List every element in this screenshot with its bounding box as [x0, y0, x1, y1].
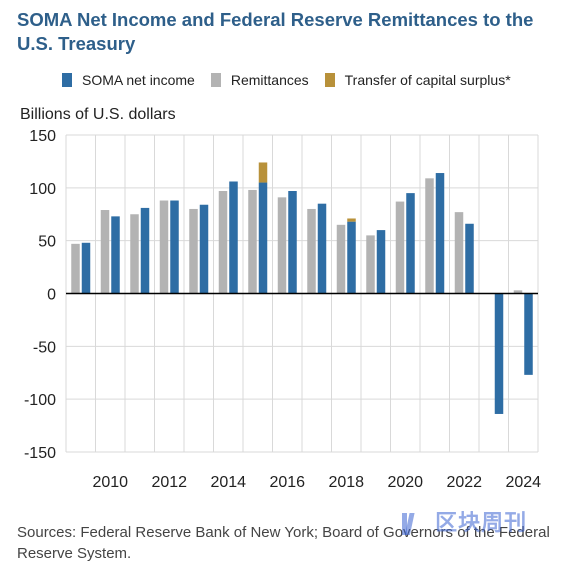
bar-remittances: [218, 191, 228, 294]
bar-remittances: [513, 290, 523, 294]
bar-soma-net-income: [347, 221, 356, 294]
bar-soma-net-income: [199, 204, 209, 294]
bar-soma-net-income: [170, 200, 179, 294]
legend-item-soma: SOMA net income: [62, 72, 195, 88]
bar-remittances: [336, 224, 346, 294]
bar-soma-net-income: [376, 230, 386, 294]
bar-remittances: [277, 197, 287, 294]
bar-soma-net-income: [317, 203, 327, 294]
legend-label-capital-surplus: Transfer of capital surplus*: [344, 72, 511, 88]
bar-soma-net-income: [524, 293, 533, 375]
bar-remittances: [454, 212, 464, 294]
bar-remittances: [307, 208, 316, 294]
legend-swatch-capital-surplus: [324, 73, 335, 87]
bar-capital-surplus: [258, 162, 268, 183]
source-note: Sources: Federal Reserve Bank of New Yor…: [17, 524, 550, 562]
x-tick-label: 2018: [328, 474, 364, 491]
legend-item-capital-surplus: Transfer of capital surplus*: [324, 72, 511, 88]
bar-soma-net-income: [258, 182, 268, 294]
legend-label-remittances: Remittances: [230, 72, 309, 88]
y-tick-label: 50: [38, 234, 56, 251]
y-tick-label: 150: [29, 128, 56, 145]
bar-remittances: [248, 189, 257, 294]
bar-soma-net-income: [229, 181, 238, 294]
bar-remittances: [425, 178, 434, 294]
x-tick-label: 2016: [269, 474, 305, 491]
x-tick-label: 2014: [210, 474, 246, 491]
legend-swatch-soma: [62, 73, 72, 87]
y-tick-label: -100: [24, 392, 56, 409]
y-tick-label: -150: [24, 445, 56, 462]
watermark-logo-icon: [402, 513, 415, 536]
legend-swatch-remittances: [210, 73, 221, 87]
x-tick-label: 2012: [151, 474, 187, 491]
y-tick-label: 0: [47, 287, 56, 304]
bar-soma-net-income: [140, 207, 150, 294]
bar-remittances: [130, 214, 139, 294]
bar-remittances: [159, 200, 169, 294]
watermark: 区块周刊: [400, 505, 527, 537]
bar-remittances: [366, 235, 375, 294]
bar-soma-net-income: [81, 242, 91, 294]
y-tick-label: -50: [33, 339, 56, 356]
bar-remittances: [189, 208, 198, 294]
x-tick-label: 2022: [446, 474, 482, 491]
x-tick-label: 2010: [92, 474, 128, 491]
legend-item-remittances: Remittances: [210, 72, 309, 88]
watermark-text: 区块周刊: [435, 510, 528, 535]
bar-remittances: [71, 243, 80, 294]
bar-soma-net-income: [435, 173, 445, 294]
legend-label-soma: SOMA net income: [82, 72, 195, 88]
bar-soma-net-income: [465, 223, 474, 294]
bar-soma-net-income: [494, 293, 504, 414]
x-tick-label: 2020: [387, 474, 423, 491]
y-axis-label: Billions of U.S. dollars: [20, 106, 176, 123]
bar-soma-net-income: [288, 191, 297, 294]
bar-remittances: [100, 210, 110, 294]
bar-remittances: [395, 201, 405, 294]
y-tick-label: 100: [29, 181, 56, 198]
x-tick-label: 2024: [505, 474, 541, 491]
chart-legend: SOMA net income Remittances Transfer of …: [62, 72, 527, 88]
bar-soma-net-income: [406, 193, 415, 294]
chart-title: SOMA Net Income and Federal Reserve Remi…: [17, 9, 534, 54]
bar-capital-surplus: [347, 218, 356, 222]
bar-soma-net-income: [111, 216, 120, 294]
